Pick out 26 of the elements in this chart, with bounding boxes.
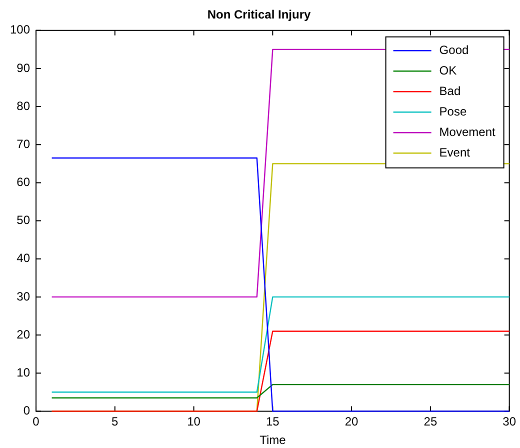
legend-label: Event [439,145,471,160]
y-tick-label: 100 [10,22,30,37]
x-tick-label: 30 [502,414,516,429]
y-tick-label: 40 [16,251,30,266]
y-tick-label: 60 [16,175,30,190]
x-tick-label: 15 [266,414,280,429]
y-tick-label: 20 [16,327,30,342]
legend-label: Movement [439,124,496,139]
legend-label: OK [439,63,457,78]
y-tick-label: 90 [16,60,30,75]
legend-label: Good [439,42,469,57]
x-tick-label: 0 [32,414,40,429]
y-tick-label: 50 [16,213,30,228]
y-tick-label: 30 [16,289,30,304]
y-tick-label: 70 [16,136,30,151]
y-tick-label: 80 [16,98,30,113]
chart-title: Non Critical Injury [207,8,311,22]
x-tick-label: 5 [112,414,119,429]
x-axis-title: Time [260,433,286,448]
x-tick-label: 10 [187,414,201,429]
x-tick-label: 20 [344,414,359,429]
legend-label: Pose [439,104,467,118]
legend-label: Bad [439,84,461,98]
x-tick-label: 25 [424,414,438,429]
y-tick-label: 0 [23,404,30,418]
y-tick-label: 10 [16,365,30,380]
